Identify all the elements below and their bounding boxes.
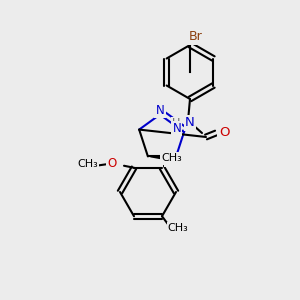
Text: CH₃: CH₃ bbox=[168, 223, 188, 233]
Text: CH₃: CH₃ bbox=[161, 153, 182, 164]
Text: Br: Br bbox=[189, 31, 203, 44]
Text: O: O bbox=[107, 157, 117, 170]
Text: N: N bbox=[165, 153, 173, 166]
Text: N: N bbox=[172, 122, 181, 135]
Text: N: N bbox=[156, 103, 164, 116]
Text: O: O bbox=[219, 127, 229, 140]
Text: N: N bbox=[185, 116, 195, 130]
Text: H: H bbox=[172, 118, 180, 128]
Text: CH₃: CH₃ bbox=[78, 159, 98, 169]
